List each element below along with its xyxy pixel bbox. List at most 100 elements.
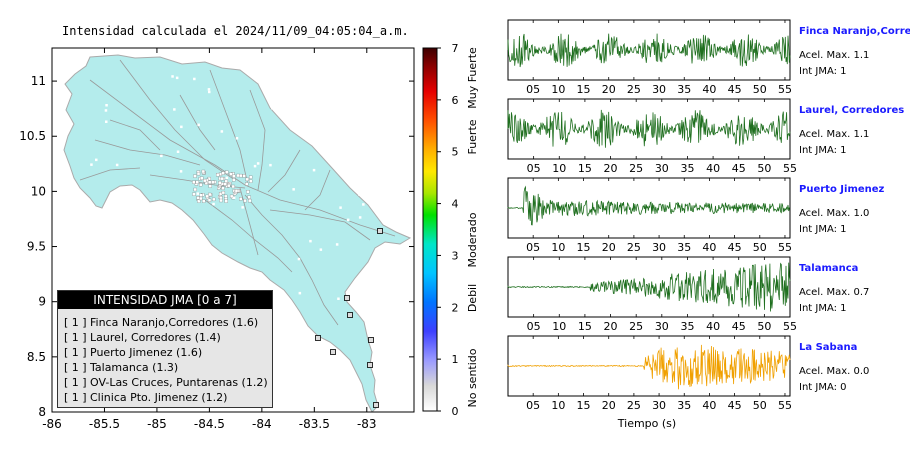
colorbar-label: No sentido [466, 348, 479, 407]
waveform-trace [507, 262, 791, 312]
x-tick-label: 30 [652, 83, 666, 96]
x-tick-label: 50 [753, 241, 767, 254]
x-tick-label: 35 [677, 399, 691, 412]
x-tick-label: 45 [728, 241, 742, 254]
country-outline [63, 54, 412, 412]
x-tick-label: 55 [783, 320, 797, 333]
station-jma: Int JMA: 1 [799, 145, 847, 156]
station-jma: Int JMA: 1 [799, 66, 847, 77]
x-tick-label: 20 [604, 162, 618, 175]
legend-station: Puerto Jimenez (1.6) [90, 346, 203, 359]
legend-entry: [ 1 ] Puerto Jimenez (1.6) [64, 345, 272, 360]
legend-entry: [ 1 ] Clinica Pto. Jimenez (1.2) [64, 390, 272, 405]
x-tick-label: 40 [702, 83, 716, 96]
station-acel: Acel. Max. 0.0 [799, 366, 869, 377]
map-y-tick: 10.5 [19, 129, 46, 143]
map-x-tick: -83.5 [299, 417, 330, 431]
map-frame [51, 47, 415, 413]
station-name: Talamanca [799, 263, 858, 274]
x-tick-label: 40 [702, 399, 716, 412]
x-tick-label: 15 [578, 162, 592, 175]
x-tick-label: 05 [527, 320, 541, 333]
x-tick-label: 30 [652, 241, 666, 254]
map-y-tick: 11 [31, 74, 46, 88]
colorbar-gradient [422, 47, 438, 412]
x-tick-label: 05 [527, 162, 541, 175]
waveform-trace [507, 344, 791, 390]
waveform-panel: 05 10 15 20 25 30 35 40 45 50 55 Laurel, Corredores… [507, 98, 904, 175]
station-name: La Sabana [799, 342, 857, 353]
x-tick-label: 30 [652, 399, 666, 412]
legend-entry: [ 1 ] Talamanca (1.3) [64, 360, 272, 375]
x-tick-label: 30 [655, 162, 669, 175]
map-y-tick: 8.5 [27, 350, 46, 364]
legend-station: OV-Las Cruces, Puntarenas (1.2) [90, 376, 268, 389]
x-tick-label: 45 [728, 83, 742, 96]
x-tick-label: 10 [551, 241, 565, 254]
legend-station: Laurel, Corredores (1.4) [90, 331, 221, 344]
station-name: Puerto Jimenez [799, 184, 885, 195]
map-x-tick: -84 [252, 417, 272, 431]
station-acel: Acel. Max. 1.1 [799, 129, 869, 140]
map-title: Intensidad calculada el 2024/11/09_04:05… [62, 24, 409, 38]
colorbar-tick: 0 [452, 405, 459, 418]
waveform-panel: 05 10 15 20 25 30 35 40 45 50 55 Puerto Jimenez Acel… [507, 177, 885, 254]
colorbar-label: Debil [466, 284, 479, 312]
x-tick-label: 55 [783, 162, 797, 175]
station-name: Finca Naranjo,Corredor [799, 26, 910, 37]
x-tick-label: 20 [602, 399, 616, 412]
intensity-map: -86 -85.5 -85 -84.5 -84 -83.5 -831110.5109.598… [19, 42, 479, 431]
x-tick-label: 20 [604, 320, 618, 333]
station-jma: Int JMA: 0 [799, 382, 847, 393]
legend-station: Finca Naranjo,Corredores (1.6) [90, 316, 259, 329]
x-tick-label: 15 [577, 241, 591, 254]
map-x-tick: -85.5 [89, 417, 120, 431]
x-tick-label: 35 [677, 83, 691, 96]
legend-station: Clinica Pto. Jimenez (1.2) [90, 391, 228, 404]
legend-station: Talamanca (1.3) [90, 361, 179, 374]
colorbar-tick: 3 [452, 249, 459, 262]
x-tick-label: 15 [577, 83, 591, 96]
map-x-tick: -84.5 [194, 417, 225, 431]
map-x-tick: -85 [147, 417, 167, 431]
station-jma: Int JMA: 1 [799, 224, 847, 235]
legend-level: [ 1 ] [64, 331, 87, 344]
x-tick-label: 55 [778, 241, 792, 254]
colorbar-label: Moderado [466, 212, 479, 267]
x-tick-label: 45 [732, 320, 746, 333]
map-y-tick: 9 [38, 295, 46, 309]
x-tick-label: 05 [526, 399, 540, 412]
map-y-tick: 10 [31, 184, 46, 198]
waveform-panel: 05 10 15 20 25 30 35 40 45 50 55 Finca Naranjo,Corr… [507, 19, 910, 96]
colorbar-tick: 7 [452, 42, 459, 55]
x-tick-label: 25 [627, 241, 641, 254]
legend-level: [ 1 ] [64, 316, 87, 329]
legend-level: [ 1 ] [64, 391, 87, 404]
station-acel: Acel. Max. 1.1 [799, 50, 869, 61]
waveform-panels: Tiempo (s) 05 10 15 20 25 30 35 40 45 50 55 Finca N… [507, 19, 910, 430]
x-tick-label: 50 [757, 320, 771, 333]
station-acel: Acel. Max. 1.0 [799, 208, 869, 219]
x-tick-label: 35 [680, 162, 694, 175]
legend-entry: [ 1 ] OV-Las Cruces, Puntarenas (1.2) [64, 375, 272, 390]
x-tick-label: 45 [728, 399, 742, 412]
x-tick-label: 25 [629, 320, 643, 333]
x-tick-label: 30 [655, 320, 669, 333]
x-tick-label: 55 [778, 399, 792, 412]
x-tick-label: 45 [732, 162, 746, 175]
waveform-trace [507, 109, 791, 148]
station-acel: Acel. Max. 0.7 [799, 287, 869, 298]
x-tick-label: 35 [677, 241, 691, 254]
colorbar-tick: 5 [452, 146, 459, 159]
station-markers [90, 75, 383, 408]
x-tick-label: 25 [629, 162, 643, 175]
map-y-tick: 8 [38, 405, 46, 419]
x-tick-label: 10 [551, 83, 565, 96]
station-name: Laurel, Corredores [799, 105, 904, 116]
map-axis-ticks: -86 -85.5 -85 -84.5 -84 -83.5 -83 11 10.5 10 9.5 9 8… [19, 48, 414, 431]
x-tick-label: 40 [706, 162, 720, 175]
colorbar-tick: 4 [452, 198, 459, 211]
colorbar-tick: 2 [452, 301, 459, 314]
x-tick-label: 50 [753, 83, 767, 96]
colorbar-tick: 1 [452, 353, 459, 366]
